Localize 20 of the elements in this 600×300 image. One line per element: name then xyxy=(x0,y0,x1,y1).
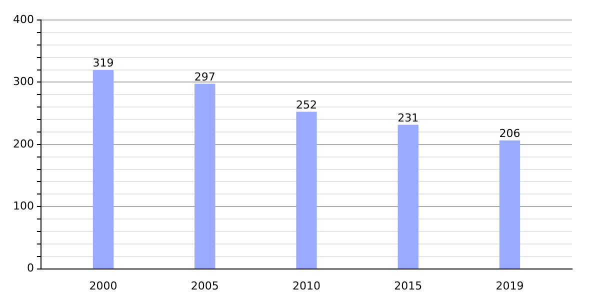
x-tick-label: 2005 xyxy=(190,279,219,292)
bar xyxy=(194,84,216,269)
data-label: 231 xyxy=(398,111,419,124)
bar xyxy=(296,112,317,269)
x-tick-label: 2010 xyxy=(292,279,320,292)
bar xyxy=(499,140,520,269)
x-tick-label: 2019 xyxy=(496,279,524,292)
data-label: 297 xyxy=(194,70,216,84)
data-label: 319 xyxy=(92,56,114,70)
y-tick-label: 300 xyxy=(12,75,34,88)
y-tick-label: 200 xyxy=(12,137,34,150)
y-tick-label: 100 xyxy=(12,199,34,212)
data-label: 252 xyxy=(296,98,317,112)
x-tick-label: 2015 xyxy=(394,279,422,292)
x-tick-label: 2000 xyxy=(89,279,118,292)
bar xyxy=(92,70,114,269)
bar xyxy=(398,124,418,269)
y-tick-label: 0 xyxy=(26,262,34,275)
y-tick-label: 400 xyxy=(12,12,34,26)
data-label: 206 xyxy=(499,127,520,140)
